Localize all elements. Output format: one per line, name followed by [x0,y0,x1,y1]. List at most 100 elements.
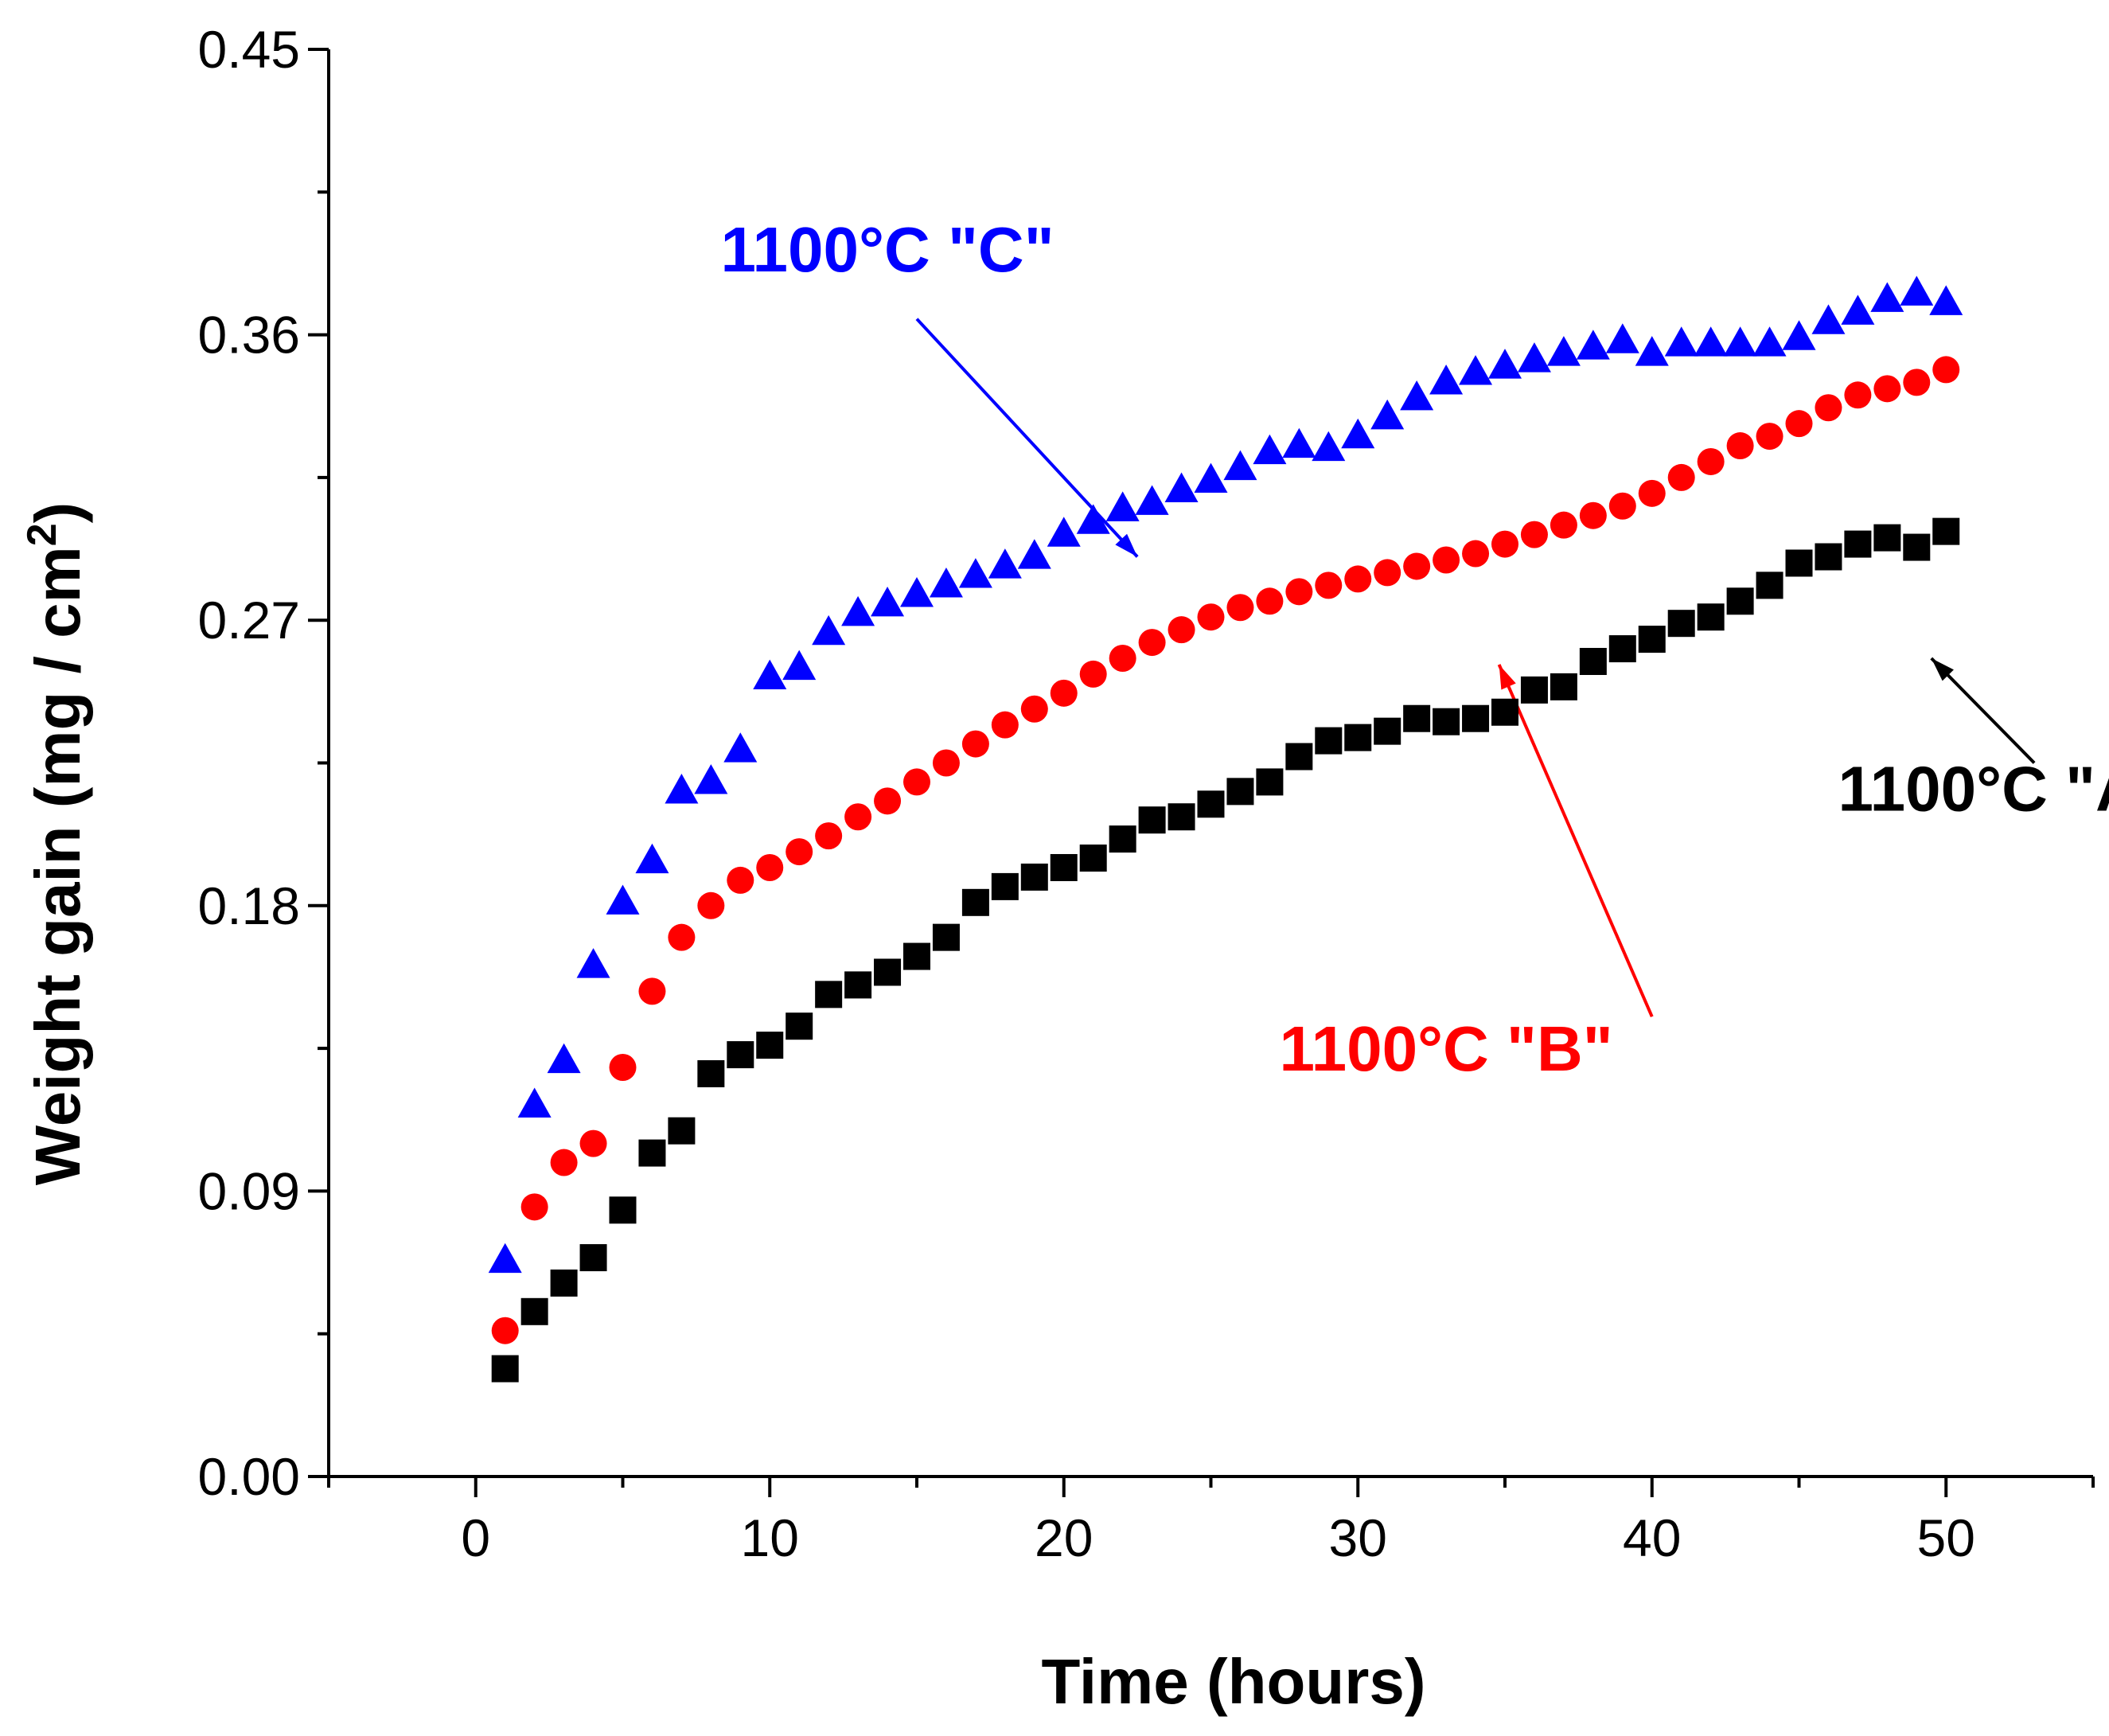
data-point-triangle [929,568,963,598]
data-point-circle [815,822,843,850]
data-point-circle [1785,410,1813,438]
data-point-square [1667,610,1695,638]
data-point-circle [1285,578,1313,606]
data-point-square [1109,825,1136,853]
data-point-square [874,958,902,986]
x-tick-label: 40 [1623,1508,1681,1567]
annotation-arrow-head [1115,533,1138,557]
annotation-arrows [915,318,2036,1018]
data-point-square [579,1244,607,1272]
data-point-triangle [694,764,728,794]
annotation-label: 1100°C "A" [1838,753,2109,824]
data-point-circle [1374,559,1401,587]
data-point-triangle [1253,434,1287,465]
data-point-triangle [812,614,846,646]
data-point-square [638,1139,666,1167]
data-point-circle [1550,511,1577,539]
data-point-circle [903,768,930,796]
annotation-arrow-line [915,318,1139,558]
data-point-circle [727,866,754,894]
data-point-square [1285,743,1313,770]
data-point-circle [697,891,725,919]
x-tick-label: 50 [1917,1508,1975,1567]
data-point-circle [991,711,1019,739]
data-point-square [1520,676,1548,704]
data-point-circle [1903,369,1931,396]
x-tick-label: 10 [741,1508,799,1567]
data-point-circle [1667,463,1695,491]
data-point-circle [491,1317,519,1344]
x-tick-label: 0 [461,1508,490,1567]
data-point-circle [1932,356,1960,384]
data-point-circle [1433,546,1460,574]
data-point-circle [579,1129,607,1157]
data-point-triangle [1752,326,1787,357]
data-point-triangle [576,948,610,978]
data-point-circle [1638,479,1666,507]
annotation-arrow-head [1499,664,1516,690]
data-point-square [1433,708,1460,735]
data-point-triangle [782,650,817,681]
data-point-circle [638,977,666,1005]
data-point-triangle [517,1087,552,1118]
data-point-circle [1726,432,1754,460]
y-tick-label: 0.45 [198,20,300,79]
annotation-arrow-line [1930,657,2036,764]
data-point-triangle [1341,418,1375,449]
data-point-triangle [547,1043,581,1074]
data-point-square [961,888,989,916]
data-point-triangle [1782,320,1816,350]
data-point-circle [1815,394,1842,422]
data-point-square [491,1355,519,1383]
data-point-triangle [1576,330,1610,360]
data-point-triangle [1164,472,1199,502]
annotation-arrow-line [1497,664,1654,1018]
data-point-square [1697,603,1725,631]
data-point-square [903,942,930,970]
data-point-triangle [1194,462,1228,493]
y-tick-label: 0.36 [198,306,300,365]
data-point-triangle [1517,342,1551,373]
data-point-square [1785,549,1813,577]
tick-marks [308,48,2095,1497]
data-point-square [609,1196,637,1224]
series-2 [491,356,1960,1344]
annotations: 1100°C "C" 1100°C "B" 1100°C "A" [720,214,2109,1084]
data-point-triangle [1664,326,1698,357]
data-point-circle [1344,565,1372,593]
data-point-circle [844,803,872,831]
annotation-arrow-head [1931,658,1954,681]
data-point-square [1403,704,1431,732]
y-axis-title: Weight gain (mg / cm2) [19,502,93,1186]
data-point-triangle [606,884,640,915]
data-point-triangle [1488,349,1522,379]
y-tick-label: 0.27 [198,591,300,650]
data-point-triangle [1694,326,1728,357]
data-point-square [786,1012,813,1040]
data-point-circle [1403,552,1431,580]
data-point-circle [520,1193,548,1221]
data-point-triangle [1841,295,1875,325]
data-point-square [520,1297,548,1325]
data-point-triangle [958,558,992,588]
x-tick-label: 20 [1035,1508,1093,1567]
data-point-circle [1079,660,1107,688]
x-axis-title: Time (hours) [1041,1646,1425,1717]
data-point-square [1315,727,1343,755]
data-point-square [1491,698,1518,726]
data-point-triangle [1135,485,1169,515]
annotation-label: 1100°C "C" [720,214,1054,285]
data-point-square [668,1117,696,1145]
y-tick-label: 0.09 [198,1161,300,1220]
data-point-triangle [841,595,875,626]
data-point-triangle [723,732,758,763]
data-point-circle [874,787,902,815]
data-point-triangle [1870,282,1904,312]
data-point-triangle [1459,355,1493,385]
data-point-square [1374,717,1401,745]
y-axis-title-end: ) [22,502,93,524]
data-point-circle [786,838,813,866]
data-point-circle [1756,423,1783,451]
data-point-triangle [1546,336,1581,366]
